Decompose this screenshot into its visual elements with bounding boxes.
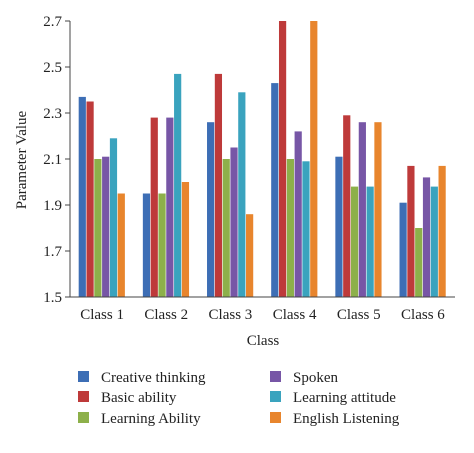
y-axis-label: Parameter Value (14, 110, 30, 209)
bar-class-3-spoken (230, 147, 238, 297)
y-tick-label: 1.5 (43, 290, 62, 306)
bar-class-2-learning-attitude (174, 73, 182, 298)
legend-label: English Listening (293, 411, 400, 427)
y-tick-label: 2.7 (43, 14, 62, 30)
legend-swatch (78, 412, 89, 423)
bar-class-2-basic-ability (150, 117, 158, 297)
bar-class-6-learning-ability (415, 228, 423, 297)
bar-class-1-learning-ability (94, 159, 102, 297)
bar-class-4-basic-ability (278, 21, 287, 297)
y-ticks-group: 1.5 1.7 1.9 2.1 2.3 2.5 2.7 (43, 14, 70, 306)
bar-class-5-learning-attitude (366, 186, 374, 297)
y-tick-label: 2.3 (43, 106, 62, 122)
bar-class-4-learning-attitude (302, 161, 310, 297)
legend-label: Spoken (293, 370, 339, 386)
bar-class-4-creative-thinking (271, 83, 279, 297)
x-tick-label: Class 3 (209, 307, 253, 323)
bar-class-1-spoken (102, 156, 110, 297)
bar-class-1-basic-ability (86, 101, 94, 297)
bar-class-1-learning-attitude (109, 138, 118, 297)
bar-class-2-learning-ability (158, 193, 166, 297)
bar-class-1-creative-thinking (78, 96, 86, 298)
bar-class-6-basic-ability (407, 165, 415, 297)
bar-class-2-creative-thinking (142, 193, 151, 297)
bar-class-3-learning-attitude (238, 92, 246, 297)
x-ticks-group: Class 1 Class 2 Class 3 Class 4 Class 5 Class… (80, 307, 445, 323)
x-axis-label: Class (247, 333, 280, 349)
x-tick-label: Class 5 (337, 307, 381, 323)
bar-class-6-spoken (422, 177, 431, 297)
legend: Creative thinking Basic ability Learning A… (78, 370, 400, 427)
bar-class-6-learning-attitude (430, 186, 438, 297)
bar-class-5-basic-ability (343, 115, 351, 297)
legend-swatch (270, 412, 281, 423)
legend-label: Learning Ability (101, 411, 201, 427)
bar-class-6-english-listening (438, 165, 446, 297)
y-tick-label: 2.1 (43, 152, 62, 168)
legend-swatch (78, 391, 89, 402)
bar-class-5-creative-thinking (335, 156, 343, 297)
legend-swatch (270, 391, 281, 402)
y-tick-label: 2.5 (43, 60, 62, 76)
legend-swatch (78, 371, 89, 382)
legend-label: Basic ability (101, 390, 177, 406)
bar-class-3-learning-ability (222, 159, 230, 297)
y-tick-label: 1.7 (43, 244, 62, 260)
bar-class-2-english-listening (181, 182, 190, 297)
bar-class-6-creative-thinking (399, 202, 407, 297)
legend-label: Creative thinking (101, 370, 206, 386)
x-tick-label: Class 1 (80, 307, 124, 323)
bar-class-4-english-listening (310, 21, 318, 297)
bar-class-5-spoken (358, 122, 366, 297)
bar-class-4-spoken (294, 131, 302, 297)
bar-class-2-spoken (166, 117, 174, 297)
x-tick-label: Class 6 (401, 307, 445, 323)
legend-label: Learning attitude (293, 390, 396, 406)
bars-group (78, 21, 446, 298)
legend-swatch (270, 371, 281, 382)
bar-class-5-english-listening (374, 122, 382, 297)
x-tick-label: Class 4 (273, 307, 317, 323)
y-tick-label: 1.9 (43, 198, 62, 214)
bar-class-4-learning-ability (286, 159, 294, 297)
bar-class-3-english-listening (246, 214, 254, 297)
x-tick-label: Class 2 (144, 307, 188, 323)
bar-class-1-english-listening (117, 193, 125, 297)
bar-class-3-basic-ability (214, 73, 223, 298)
bar-class-5-learning-ability (350, 186, 359, 297)
bar-class-3-creative-thinking (207, 122, 215, 297)
